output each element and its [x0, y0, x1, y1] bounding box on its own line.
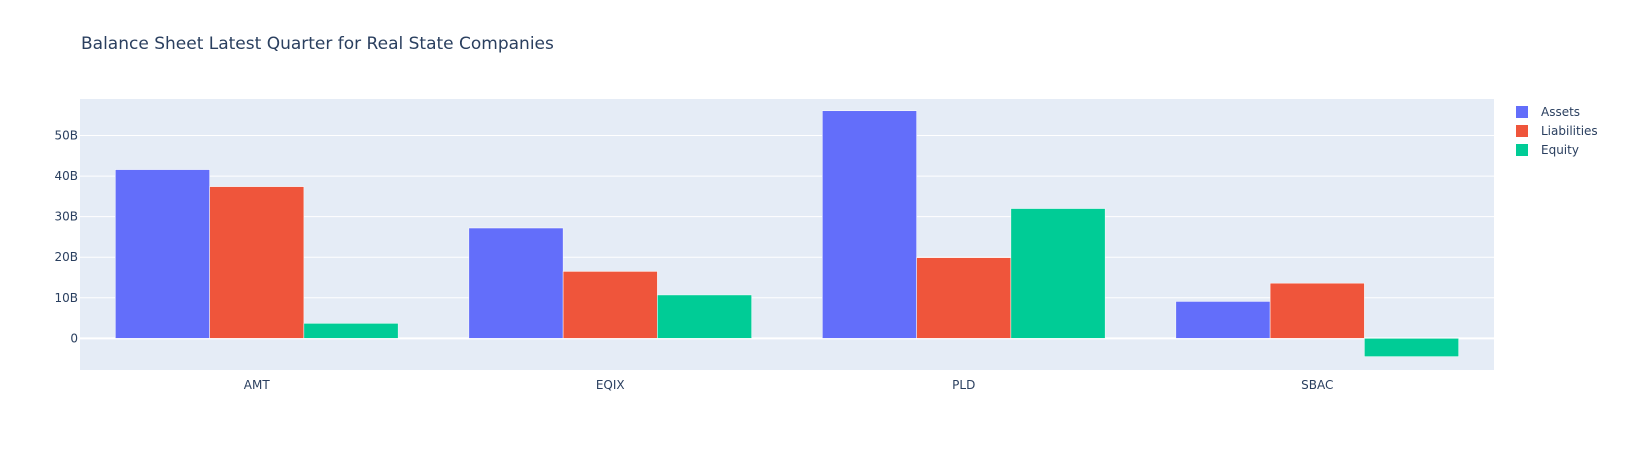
- bar-liabilities-sbac[interactable]: [1269, 282, 1365, 339]
- y-tick-label: 10B: [54, 291, 78, 305]
- chart-title: Balance Sheet Latest Quarter for Real St…: [81, 34, 554, 54]
- bars: [115, 110, 1459, 357]
- y-tick-label: 20B: [54, 250, 78, 264]
- bar-equity-pld[interactable]: [1010, 208, 1106, 339]
- legend-label: Liabilities: [1541, 124, 1598, 138]
- legend-label: Equity: [1541, 143, 1579, 157]
- legend-item-assets[interactable]: Assets: [1516, 105, 1580, 119]
- bar-assets-sbac[interactable]: [1175, 301, 1271, 339]
- bar-liabilities-pld[interactable]: [916, 257, 1012, 339]
- legend-swatch: [1516, 106, 1528, 118]
- bar-equity-eqix[interactable]: [657, 294, 752, 339]
- bar-equity-sbac[interactable]: [1364, 338, 1459, 357]
- x-tick-label: SBAC: [1301, 378, 1333, 392]
- legend-swatch: [1516, 125, 1528, 137]
- legend-swatch: [1516, 144, 1528, 156]
- bar-equity-amt[interactable]: [303, 323, 399, 339]
- x-tick-label: AMT: [244, 378, 271, 392]
- y-tick-label: 40B: [54, 169, 78, 183]
- bar-liabilities-amt[interactable]: [209, 186, 305, 339]
- x-tick-label: EQIX: [596, 378, 625, 392]
- bar-assets-amt[interactable]: [115, 169, 210, 339]
- bar-assets-eqix[interactable]: [468, 227, 564, 339]
- bar-assets-pld[interactable]: [822, 110, 917, 339]
- x-tick-label: PLD: [952, 378, 975, 392]
- legend-item-liabilities[interactable]: Liabilities: [1516, 124, 1598, 138]
- legend-label: Assets: [1541, 105, 1580, 119]
- y-tick-label: 30B: [54, 210, 78, 224]
- y-tick-label: 0: [70, 331, 78, 345]
- x-axis-ticks: AMT EQIX PLD SBAC: [244, 378, 1334, 392]
- y-tick-label: 50B: [54, 129, 78, 143]
- legend-item-equity[interactable]: Equity: [1516, 143, 1579, 157]
- bar-liabilities-eqix[interactable]: [562, 271, 658, 339]
- legend[interactable]: Assets Liabilities Equity: [1516, 105, 1598, 157]
- y-axis-ticks: 0 10B 20B 30B 40B 50B: [54, 129, 78, 346]
